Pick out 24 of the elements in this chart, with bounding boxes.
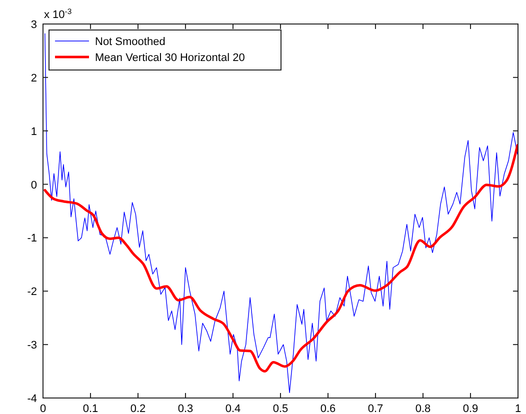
- y-tick-label: 1: [30, 126, 37, 138]
- x-tick-label: 0: [40, 403, 46, 414]
- x-tick-label: 0.6: [320, 403, 336, 414]
- x-tick-label: 0.7: [368, 403, 384, 414]
- x-tick-label: 0.9: [462, 403, 478, 414]
- x-tick-label: 0.8: [415, 403, 431, 414]
- y-tick-label: -4: [27, 393, 37, 405]
- x-tick-label: 1: [514, 403, 522, 414]
- y-tick-label: 0: [30, 179, 37, 192]
- line-series: [44, 144, 518, 373]
- y-tick-label: 3: [30, 19, 37, 31]
- line-series: [44, 33, 518, 394]
- x-tick-label: 0.1: [82, 403, 98, 414]
- y-tick-label: 2: [30, 72, 37, 84]
- text: x 10$^{-3}$: [44, 6, 72, 21]
- y-tick-label: -3: [27, 340, 37, 352]
- legend-label: Mean Vertical 30 Horizontal 20: [95, 52, 245, 64]
- y-tick-label: -1: [27, 232, 37, 245]
- legend-label: Not Smoothed: [95, 36, 166, 48]
- x-tick-label: 0.2: [130, 403, 146, 414]
- x-tick-label: 0.4: [225, 403, 241, 414]
- x-tick-label: 0.5: [272, 403, 288, 414]
- x-tick-label: 0.3: [178, 403, 194, 414]
- y-tick-label: -2: [27, 286, 37, 298]
